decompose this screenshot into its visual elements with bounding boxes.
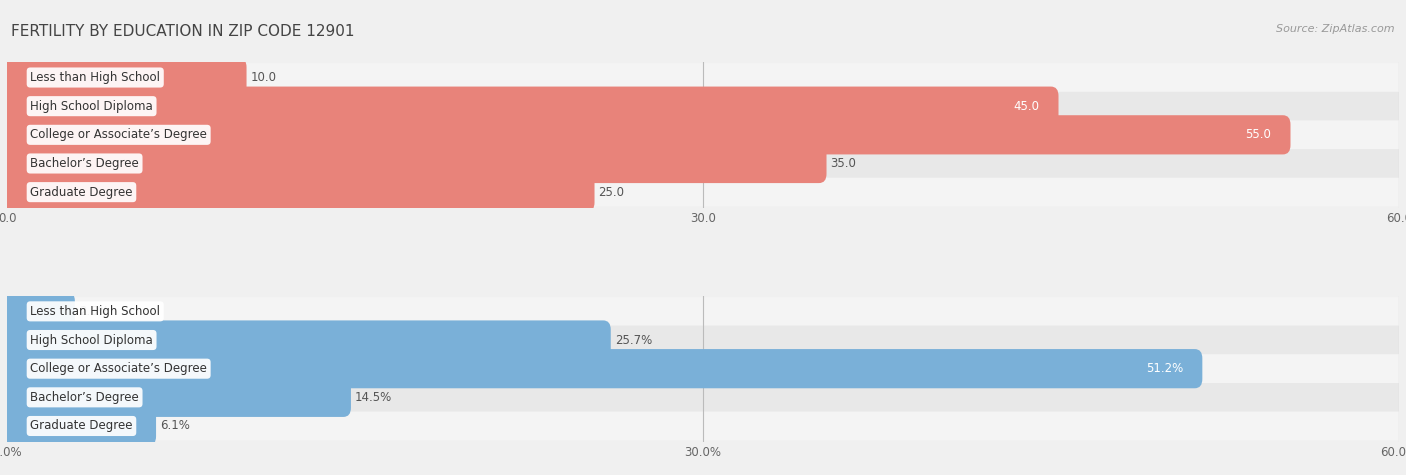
FancyBboxPatch shape [7,92,1399,121]
FancyBboxPatch shape [0,349,1202,388]
Text: 55.0: 55.0 [1246,128,1271,142]
Text: 51.2%: 51.2% [1146,362,1184,375]
FancyBboxPatch shape [7,326,1399,354]
Text: 6.1%: 6.1% [160,419,190,433]
Text: Bachelor’s Degree: Bachelor’s Degree [31,157,139,170]
FancyBboxPatch shape [0,292,75,331]
Text: High School Diploma: High School Diploma [31,333,153,347]
FancyBboxPatch shape [0,378,352,417]
Text: 2.6%: 2.6% [79,305,108,318]
FancyBboxPatch shape [7,149,1399,178]
FancyBboxPatch shape [0,58,246,97]
Text: 25.7%: 25.7% [614,333,652,347]
FancyBboxPatch shape [7,121,1399,149]
FancyBboxPatch shape [7,178,1399,207]
Text: College or Associate’s Degree: College or Associate’s Degree [31,128,207,142]
FancyBboxPatch shape [0,115,1291,154]
FancyBboxPatch shape [7,354,1399,383]
Text: High School Diploma: High School Diploma [31,100,153,113]
FancyBboxPatch shape [7,412,1399,440]
Text: Less than High School: Less than High School [31,305,160,318]
Text: 35.0: 35.0 [831,157,856,170]
Text: Graduate Degree: Graduate Degree [31,419,132,433]
FancyBboxPatch shape [0,321,610,360]
Text: 45.0: 45.0 [1014,100,1039,113]
Text: 14.5%: 14.5% [354,391,392,404]
FancyBboxPatch shape [7,63,1399,92]
FancyBboxPatch shape [0,86,1059,126]
FancyBboxPatch shape [7,297,1399,326]
FancyBboxPatch shape [0,172,595,212]
Text: FERTILITY BY EDUCATION IN ZIP CODE 12901: FERTILITY BY EDUCATION IN ZIP CODE 12901 [11,24,354,39]
Text: Less than High School: Less than High School [31,71,160,84]
FancyBboxPatch shape [0,407,156,446]
Text: College or Associate’s Degree: College or Associate’s Degree [31,362,207,375]
Text: Bachelor’s Degree: Bachelor’s Degree [31,391,139,404]
Text: 10.0: 10.0 [250,71,277,84]
FancyBboxPatch shape [0,144,827,183]
Text: Source: ZipAtlas.com: Source: ZipAtlas.com [1277,24,1395,34]
FancyBboxPatch shape [7,383,1399,412]
Text: 25.0: 25.0 [599,186,624,199]
Text: Graduate Degree: Graduate Degree [31,186,132,199]
